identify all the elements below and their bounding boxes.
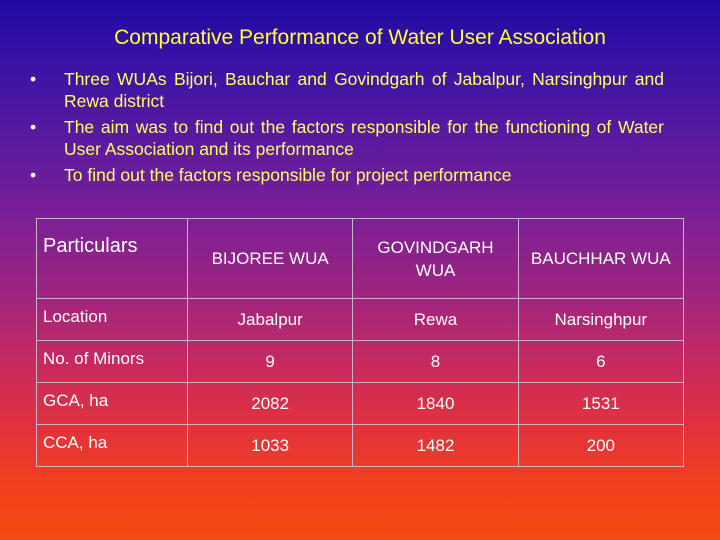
table-row: Location Jabalpur Rewa Narsinghpur [36, 298, 685, 341]
slide-title: Comparative Performance of Water User As… [114, 26, 606, 49]
comparison-table: Particulars BIJOREE WUA GOVINDGARH WUA B… [36, 218, 685, 467]
row-label: CCA, ha [36, 424, 188, 467]
header-particulars: Particulars [36, 218, 188, 299]
table-cell: 1033 [186, 424, 354, 467]
bullet-text: To find out the factors responsible for … [64, 165, 512, 185]
bullet-item: • Three WUAs Bijori, Bauchar and Govindg… [24, 68, 664, 112]
table-row: CCA, ha 1033 1482 200 [36, 424, 685, 467]
bullet-marker: • [30, 165, 37, 185]
table-row: GCA, ha 2082 1840 1531 [36, 382, 685, 425]
bullet-marker: • [30, 117, 37, 137]
table-cell: 200 [517, 424, 685, 467]
row-label: GCA, ha [36, 382, 188, 425]
table-cell: 2082 [186, 382, 354, 425]
header-bijoree: BIJOREE WUA [186, 218, 354, 299]
bullet-text: The aim was to find out the factors resp… [64, 117, 664, 159]
table-row: No. of Minors 9 8 6 [36, 340, 685, 383]
table-cell: 6 [517, 340, 685, 383]
table-cell: Jabalpur [186, 298, 354, 341]
row-label: Location [36, 298, 188, 341]
bullet-list: • Three WUAs Bijori, Bauchar and Govindg… [24, 68, 664, 190]
table-cell: Narsinghpur [517, 298, 685, 341]
header-bauchhar: BAUCHHAR WUA [517, 218, 685, 299]
table-cell: 1482 [352, 424, 519, 467]
table-cell: 1531 [517, 382, 685, 425]
header-govindgarh: GOVINDGARH WUA [352, 218, 519, 299]
bullet-text: Three WUAs Bijori, Bauchar and Govindgar… [64, 69, 664, 111]
table-cell: 8 [352, 340, 519, 383]
row-label: No. of Minors [36, 340, 188, 383]
table-cell: 1840 [352, 382, 519, 425]
bullet-item: • The aim was to find out the factors re… [24, 116, 664, 160]
table-cell: Rewa [352, 298, 519, 341]
bullet-item: • To find out the factors responsible fo… [24, 164, 664, 186]
table-header-row: Particulars BIJOREE WUA GOVINDGARH WUA B… [36, 218, 685, 299]
table-cell: 9 [186, 340, 354, 383]
bullet-marker: • [30, 69, 37, 89]
